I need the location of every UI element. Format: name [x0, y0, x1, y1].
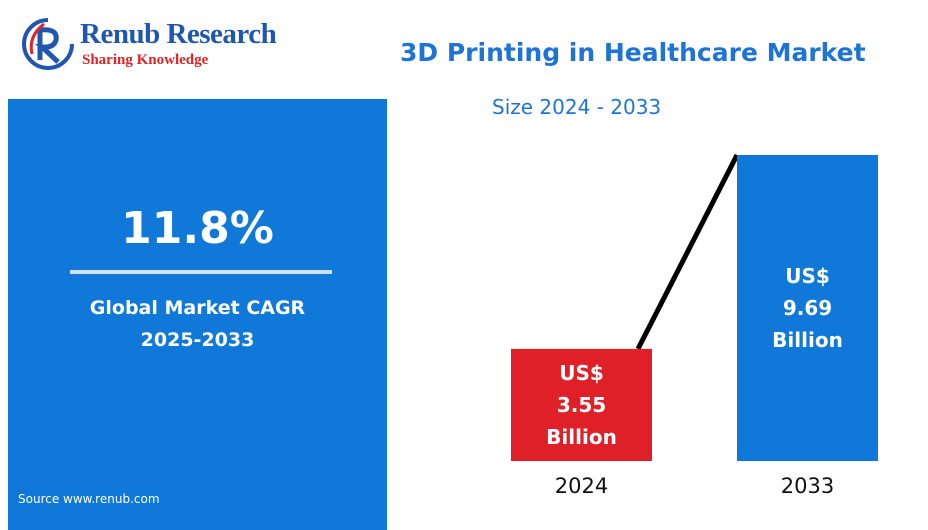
renub-logo-icon — [22, 18, 74, 70]
bar-label-2033-1: 9.69 — [783, 296, 832, 320]
source-note: Source www.renub.com — [18, 492, 160, 506]
brand-name: Renub Research — [80, 18, 277, 50]
cagr-label-period: 2025-2033 — [140, 329, 255, 351]
cagr-label: Global Market CAGR 2025-2033 — [8, 292, 387, 356]
bar-label-2024-1: 3.55 — [557, 393, 606, 417]
bar-label-2024-2: Billion — [546, 425, 617, 449]
brand-logo: Renub Research Sharing Knowledge — [18, 14, 308, 76]
bar-label-2033-2: Billion — [772, 328, 843, 352]
trend-line — [635, 153, 740, 351]
cagr-panel: 11.8% Global Market CAGR 2025-2033 Sourc… — [8, 99, 387, 530]
page-title: 3D Printing in Healthcare Market — [400, 38, 866, 67]
x-tick-2024: 2024 — [555, 474, 608, 498]
bar-label-2024-0: US$ — [559, 361, 604, 385]
bar-label-2033-0: US$ — [785, 264, 830, 288]
cagr-divider — [70, 270, 332, 274]
cagr-value: 11.8% — [121, 203, 274, 254]
bar-2033 — [737, 155, 878, 461]
page-subtitle: Size 2024 - 2033 — [492, 95, 662, 119]
cagr-label-line1: Global Market CAGR — [89, 297, 306, 319]
bar-2024 — [511, 348, 652, 461]
brand-tagline: Sharing Knowledge — [82, 52, 209, 68]
x-tick-2033: 2033 — [781, 474, 834, 498]
